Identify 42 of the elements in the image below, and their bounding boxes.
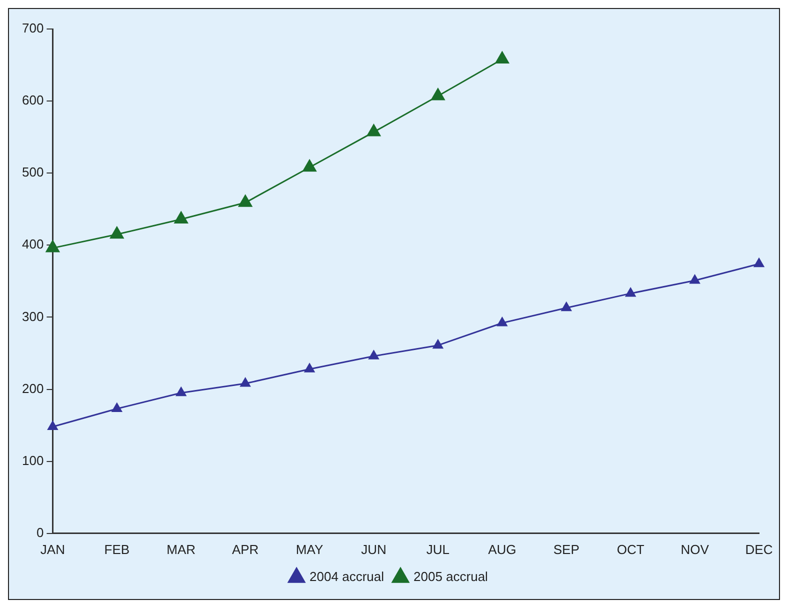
legend-label: 2004 accrual <box>310 569 384 584</box>
point <box>46 240 60 252</box>
y-tick-label: 0 <box>36 524 44 540</box>
x-tick-label: FEB <box>104 542 130 557</box>
point <box>240 378 250 387</box>
x-tick-label: SEP <box>553 542 580 557</box>
point <box>431 88 445 100</box>
x-tick-label: AUG <box>488 542 516 557</box>
point <box>690 274 700 284</box>
x-tick-label: NOV <box>680 542 710 557</box>
x-tick-label: MAY <box>296 542 324 557</box>
point <box>302 160 316 172</box>
y-tick-label: 400 <box>22 236 44 252</box>
x-tick-label: DEC <box>745 542 773 557</box>
y-tick-label: 600 <box>22 92 44 108</box>
point <box>238 194 252 207</box>
y-tick-label: 700 <box>22 20 44 36</box>
x-tick-label: JAN <box>40 542 65 557</box>
point <box>366 124 381 136</box>
y-tick-label: 200 <box>22 380 44 396</box>
point <box>174 211 188 224</box>
x-tick-label: APR <box>232 542 259 557</box>
point <box>495 52 509 64</box>
x-tick-label: JUL <box>426 542 450 557</box>
point <box>110 226 124 239</box>
point <box>497 317 508 326</box>
point <box>48 421 58 430</box>
y-tick-label: 300 <box>22 308 44 324</box>
point <box>176 387 186 396</box>
point <box>561 302 572 312</box>
point <box>432 340 444 349</box>
point <box>304 363 315 372</box>
y-tick-label: 100 <box>22 452 44 468</box>
y-tick-label: 500 <box>22 164 44 180</box>
legend-label: 2005 accrual <box>414 569 488 584</box>
point <box>626 288 636 297</box>
x-tick-label: OCT <box>616 542 644 557</box>
point <box>112 402 122 412</box>
point <box>368 350 379 360</box>
point <box>754 258 764 268</box>
x-tick-label: MAR <box>166 542 196 557</box>
x-tick-label: JUN <box>361 542 386 557</box>
